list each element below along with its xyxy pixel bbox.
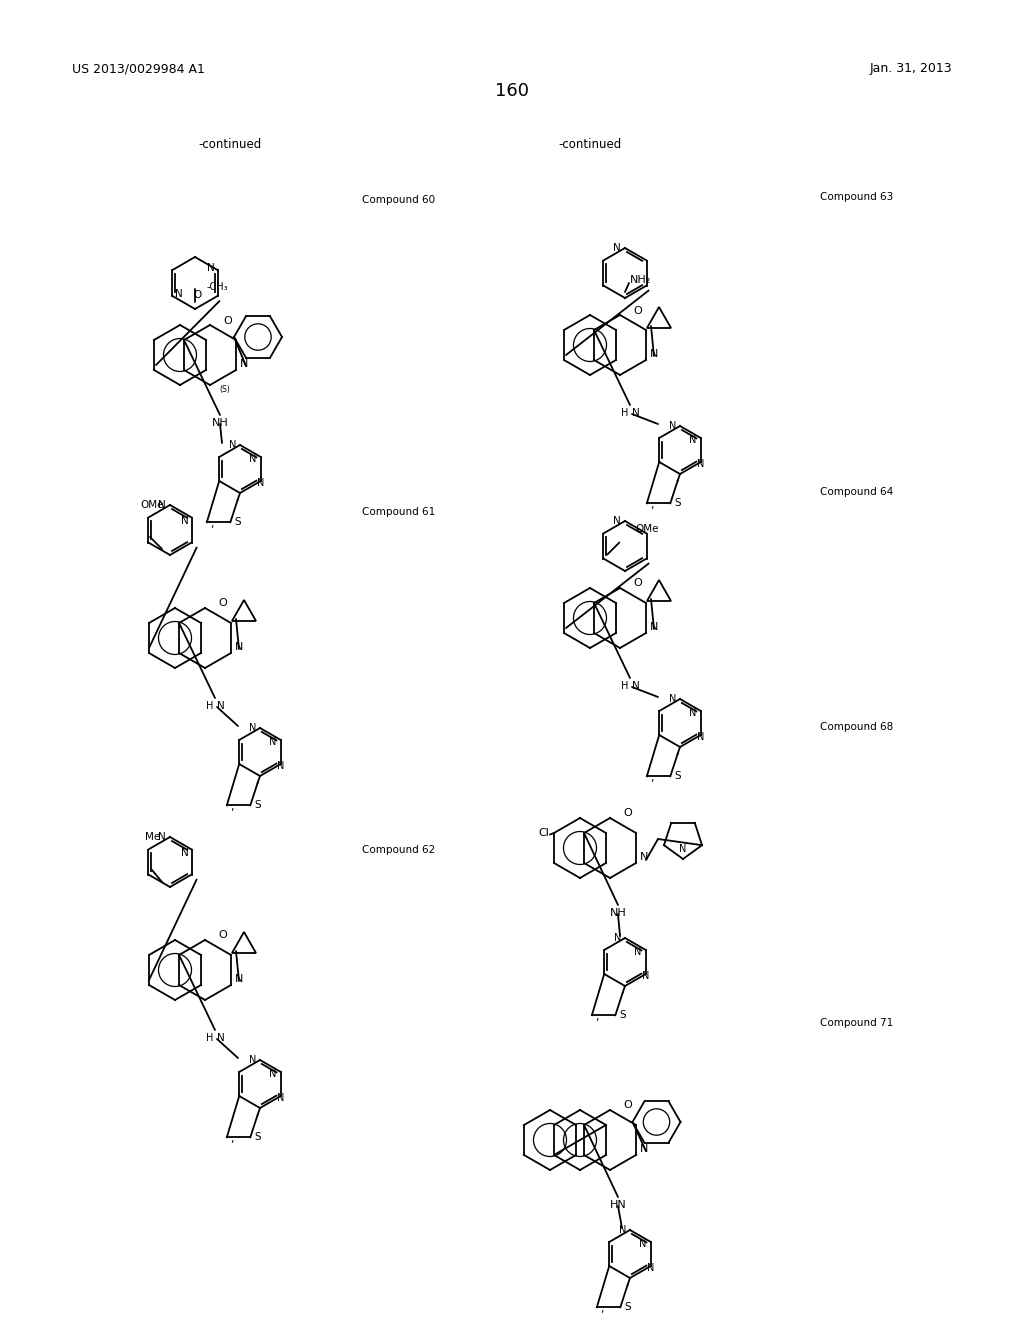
Text: N: N bbox=[159, 832, 166, 842]
Text: N: N bbox=[647, 1263, 654, 1272]
Text: N: N bbox=[640, 851, 648, 862]
Text: Compound 61: Compound 61 bbox=[362, 507, 435, 517]
Text: N: N bbox=[234, 642, 244, 652]
Text: Me: Me bbox=[145, 832, 160, 842]
Text: ,: , bbox=[229, 803, 233, 812]
Text: O: O bbox=[634, 578, 642, 589]
Text: NH: NH bbox=[609, 908, 627, 917]
Text: N: N bbox=[269, 737, 276, 747]
Text: S: S bbox=[675, 498, 681, 508]
Text: N: N bbox=[639, 1239, 647, 1249]
Text: N: N bbox=[640, 1144, 648, 1154]
Text: N: N bbox=[697, 459, 705, 469]
Text: N: N bbox=[249, 1055, 256, 1065]
Text: N: N bbox=[669, 694, 676, 704]
Text: S: S bbox=[234, 517, 241, 527]
Text: US 2013/0029984 A1: US 2013/0029984 A1 bbox=[72, 62, 205, 75]
Text: ,: , bbox=[595, 1012, 598, 1022]
Text: -continued: -continued bbox=[558, 139, 622, 150]
Text: N: N bbox=[175, 289, 183, 300]
Text: O: O bbox=[193, 290, 201, 300]
Text: S: S bbox=[254, 1133, 261, 1142]
Text: N: N bbox=[650, 622, 658, 632]
Text: -continued: -continued bbox=[199, 139, 261, 150]
Text: N: N bbox=[217, 701, 224, 711]
Text: N: N bbox=[278, 762, 285, 771]
Text: S: S bbox=[620, 1010, 626, 1020]
Text: H: H bbox=[206, 701, 213, 711]
Text: O: O bbox=[624, 1101, 633, 1110]
Text: Compound 62: Compound 62 bbox=[362, 845, 435, 855]
Text: ,: , bbox=[650, 500, 653, 511]
Text: OMe: OMe bbox=[140, 500, 164, 510]
Text: N: N bbox=[613, 516, 621, 525]
Text: N: N bbox=[642, 972, 649, 981]
Text: S: S bbox=[625, 1303, 631, 1312]
Text: N: N bbox=[278, 1093, 285, 1104]
Text: N: N bbox=[632, 681, 640, 690]
Text: O: O bbox=[219, 598, 227, 609]
Text: H: H bbox=[206, 1034, 213, 1043]
Text: ,: , bbox=[229, 1134, 233, 1144]
Text: N: N bbox=[635, 946, 642, 957]
Text: N: N bbox=[159, 500, 166, 510]
Text: N: N bbox=[217, 1034, 224, 1043]
Text: ,: , bbox=[600, 1304, 603, 1315]
Text: Jan. 31, 2013: Jan. 31, 2013 bbox=[869, 62, 952, 75]
Text: N: N bbox=[689, 708, 696, 718]
Text: ,: , bbox=[210, 519, 213, 529]
Text: Compound 64: Compound 64 bbox=[820, 487, 893, 498]
Text: Compound 71: Compound 71 bbox=[820, 1018, 893, 1028]
Text: Compound 60: Compound 60 bbox=[362, 195, 435, 205]
Text: Compound 68: Compound 68 bbox=[820, 722, 893, 733]
Text: N: N bbox=[249, 723, 256, 733]
Text: S: S bbox=[254, 800, 261, 810]
Text: N: N bbox=[618, 1225, 626, 1236]
Text: N: N bbox=[679, 843, 687, 854]
Text: N: N bbox=[234, 974, 244, 983]
Text: N: N bbox=[228, 440, 236, 450]
Text: N: N bbox=[269, 1069, 276, 1078]
Text: N: N bbox=[632, 408, 640, 418]
Text: H: H bbox=[621, 681, 628, 690]
Text: H: H bbox=[621, 408, 628, 418]
Text: OMe: OMe bbox=[635, 524, 658, 535]
Text: O: O bbox=[634, 305, 642, 315]
Text: Compound 63: Compound 63 bbox=[820, 191, 893, 202]
Text: HN: HN bbox=[609, 1200, 627, 1210]
Text: N: N bbox=[613, 933, 621, 942]
Text: (S): (S) bbox=[219, 385, 230, 393]
Text: N: N bbox=[257, 478, 264, 488]
Text: O: O bbox=[219, 931, 227, 940]
Text: N: N bbox=[181, 516, 188, 525]
Text: N: N bbox=[669, 421, 676, 432]
Text: 160: 160 bbox=[495, 82, 529, 100]
Text: N: N bbox=[697, 733, 705, 742]
Text: Cl: Cl bbox=[539, 828, 550, 838]
Text: N: N bbox=[240, 359, 249, 370]
Text: N: N bbox=[181, 847, 188, 858]
Text: N: N bbox=[613, 243, 621, 253]
Text: O: O bbox=[223, 315, 232, 326]
Text: -CH₃: -CH₃ bbox=[207, 282, 228, 292]
Text: NH₂: NH₂ bbox=[630, 275, 651, 285]
Text: S: S bbox=[675, 771, 681, 781]
Text: O: O bbox=[624, 808, 633, 818]
Text: N: N bbox=[250, 454, 257, 465]
Text: NH: NH bbox=[212, 418, 228, 428]
Text: ,: , bbox=[650, 774, 653, 783]
Text: N: N bbox=[650, 348, 658, 359]
Text: N: N bbox=[689, 436, 696, 445]
Text: N: N bbox=[207, 263, 214, 273]
